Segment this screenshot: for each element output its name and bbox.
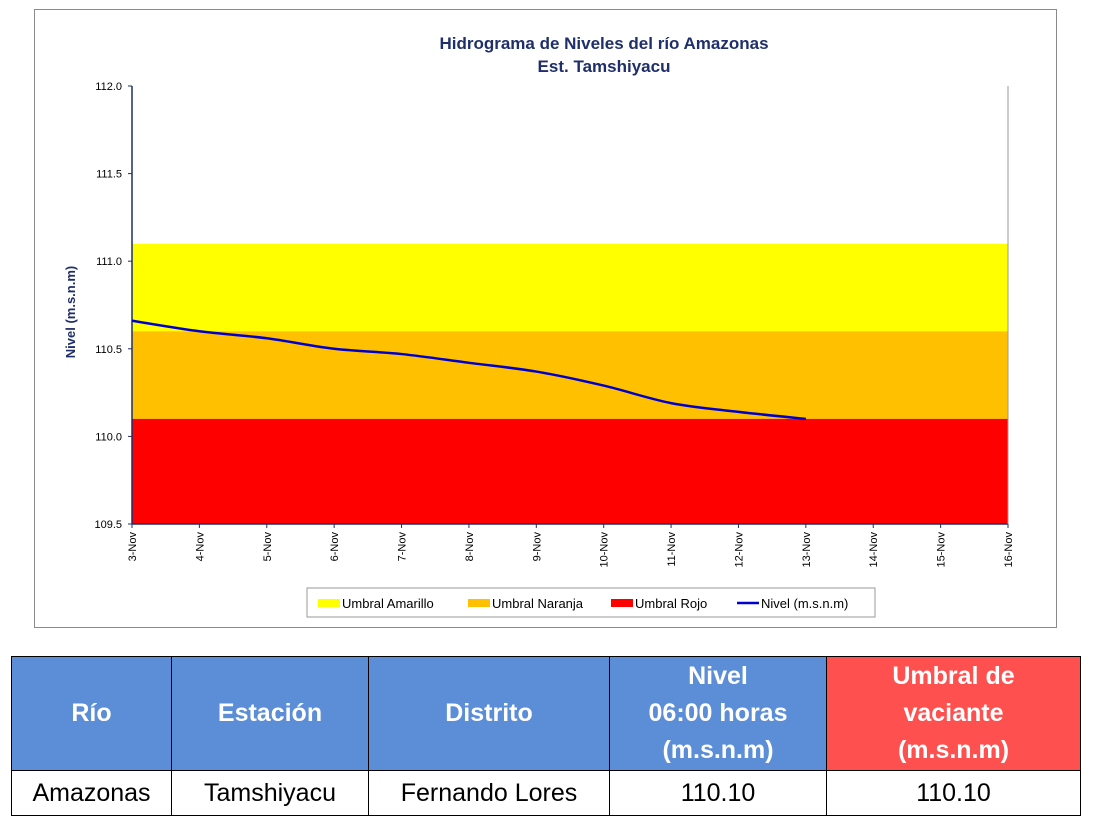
y-tick-label: 112.0 — [95, 81, 122, 93]
y-tick-label: 110.5 — [95, 344, 122, 356]
y-tick-label: 109.5 — [94, 519, 122, 531]
cell-umbral: 110.10 — [826, 770, 1081, 816]
header-distrito: Distrito — [368, 656, 610, 771]
header-umbral: Umbral de vaciante (m.s.n.m) — [826, 656, 1081, 771]
x-tick-label: 12-Nov — [733, 532, 745, 568]
x-tick-label: 16-Nov — [1003, 532, 1015, 568]
legend-swatch — [318, 599, 340, 607]
legend-swatch — [611, 599, 633, 607]
x-tick-label: 9-Nov — [531, 532, 543, 562]
header-rio: Río — [11, 656, 172, 771]
x-tick-label: 11-Nov — [666, 532, 678, 567]
cell-estacion: Tamshiyacu — [171, 770, 369, 816]
cell-nivel: 110.10 — [609, 770, 827, 816]
y-tick-label: 110.0 — [95, 431, 122, 443]
threshold-band — [132, 331, 1008, 419]
y-tick-label: 111.5 — [96, 169, 122, 181]
header-umbral-line: (m.s.n.m) — [897, 736, 1010, 764]
x-tick-label: 10-Nov — [599, 532, 611, 568]
hydrograph-chart: Hidrograma de Niveles del río Amazonas E… — [63, 34, 1015, 618]
cell-rio: Amazonas — [11, 770, 172, 816]
header-nivel: Nivel 06:00 horas (m.s.n.m) — [609, 656, 827, 771]
table-header-row: Río Estación Distrito Nivel 06:00 horas … — [11, 656, 1081, 771]
x-tick-label: 5-Nov — [262, 532, 274, 562]
legend-box — [306, 587, 876, 618]
y-axis-label: Nivel (m.s.n.m) — [63, 266, 78, 358]
header-estacion: Estación — [171, 656, 369, 771]
header-nivel-line: Nivel — [688, 662, 748, 690]
threshold-band — [132, 418, 1008, 524]
legend-label: Umbral Rojo — [635, 596, 707, 611]
legend-swatch — [468, 599, 490, 607]
threshold-band — [132, 243, 1008, 332]
chart-title: Hidrograma de Niveles del río Amazonas — [439, 34, 768, 53]
header-nivel-line: (m.s.n.m) — [662, 736, 774, 764]
x-tick-label: 6-Nov — [329, 532, 341, 562]
x-tick-label: 4-Nov — [194, 532, 206, 562]
x-tick-label: 3-Nov — [127, 532, 139, 562]
header-umbral-line: Umbral de — [892, 662, 1015, 690]
y-tick-label: 111.0 — [96, 256, 122, 268]
legend-label: Umbral Naranja — [492, 596, 584, 611]
chart-legend: Umbral Amarillo Umbral Naranja Umbral Rojo… — [306, 587, 876, 618]
x-tick-label: 13-Nov — [801, 532, 813, 568]
x-tick-label: 7-Nov — [397, 532, 409, 562]
legend-label: Umbral Amarillo — [342, 596, 434, 611]
header-umbral-line: vaciante — [903, 699, 1004, 727]
table-row: Amazonas Tamshiyacu Fernando Lores 110.1… — [11, 770, 1081, 816]
x-tick-label: 14-Nov — [868, 532, 880, 568]
legend-label: Nivel (m.s.n.m) — [761, 596, 848, 611]
chart-frame: Hidrograma de Niveles del río Amazonas E… — [34, 9, 1057, 628]
station-table: Río Estación Distrito Nivel 06:00 horas … — [11, 656, 1081, 816]
header-nivel-line: 06:00 horas — [648, 699, 788, 727]
chart-subtitle: Est. Tamshiyacu — [538, 57, 671, 76]
x-tick-label: 15-Nov — [936, 532, 948, 568]
x-tick-label: 8-Nov — [464, 532, 476, 562]
cell-distrito: Fernando Lores — [368, 770, 610, 816]
